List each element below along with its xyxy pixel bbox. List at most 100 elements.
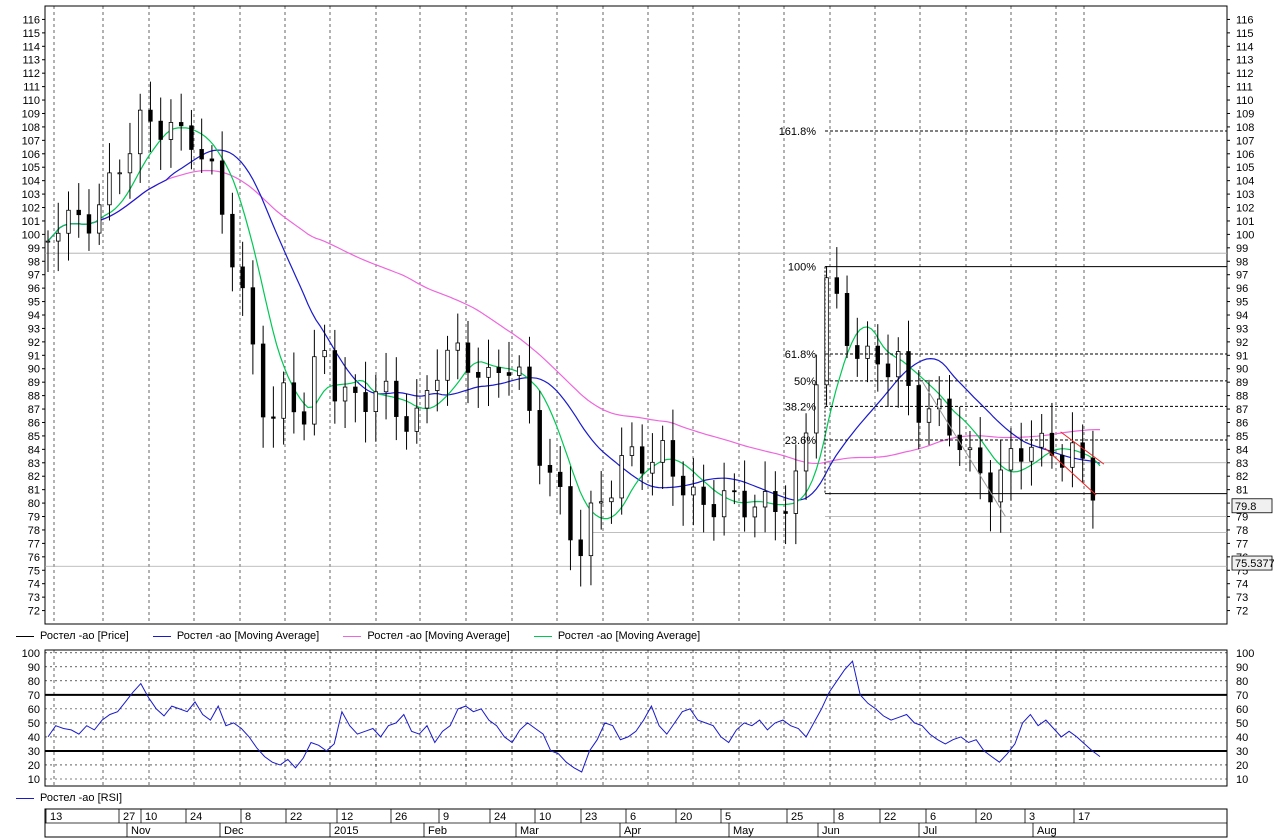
candle-body	[476, 371, 481, 378]
candle-body	[342, 386, 348, 402]
y-tick-label-right: 105	[1236, 162, 1254, 174]
y-tick-label-right: 109	[1236, 108, 1254, 120]
price-plot-area	[44, 5, 1228, 625]
ma-mid-line	[47, 149, 1101, 501]
month-tick-label: Dec	[224, 825, 244, 837]
time-axis: 13 27 10 24 8 22 12 26 9 24 10 23 6 20 5 25 8 22 6 20 3 17 Nov…	[44, 808, 1228, 838]
y-tick-label-right: 73	[1236, 592, 1248, 604]
y-tick-label-right: 110	[1236, 95, 1254, 107]
day-tick-label: 20	[980, 811, 992, 823]
candle-body	[486, 366, 491, 378]
y-tick-label-right: 104	[1236, 176, 1254, 188]
price-y-axis: 7272737374747575767677777878797980808181…	[22, 14, 1255, 617]
rsi-tick-label-right: 70	[1236, 690, 1248, 702]
y-tick-label-right: 88	[1236, 391, 1248, 403]
day-tick-label: 26	[395, 811, 407, 823]
y-tick-label-left: 114	[22, 41, 40, 53]
y-tick-label-right: 77	[1236, 538, 1248, 550]
candle-body	[926, 408, 932, 423]
legend-item-ma-green: Ростел -ао [Moving Average]	[533, 630, 700, 642]
candle-body	[670, 440, 676, 477]
day-tick-label: 8	[245, 811, 251, 823]
candle-body	[701, 486, 706, 505]
candle-body	[168, 122, 174, 140]
y-tick-label-left: 95	[28, 297, 40, 309]
day-tick-label: 5	[725, 811, 731, 823]
candle-body	[465, 342, 471, 373]
candle-body	[97, 204, 102, 234]
candle-body	[260, 343, 266, 418]
candle-body	[455, 342, 460, 351]
price-tag-text: 75.5377	[1235, 558, 1274, 570]
month-tick-label: May	[733, 825, 754, 837]
candle-body	[45, 240, 51, 243]
y-tick-label-right: 84	[1236, 444, 1248, 456]
y-tick-label-right: 101	[1236, 216, 1254, 228]
month-tick-label: Mar	[520, 825, 539, 837]
candle-body	[1070, 442, 1075, 468]
day-tick-label: 22	[884, 811, 896, 823]
y-tick-label-right: 111	[1236, 82, 1253, 94]
y-tick-label-right: 94	[1236, 310, 1248, 322]
y-tick-label-right: 116	[1236, 14, 1254, 26]
rsi-plot-area	[44, 649, 1228, 787]
candle-body	[598, 501, 604, 504]
y-tick-label-left: 107	[22, 135, 40, 147]
candle-body	[978, 447, 983, 474]
legend-item-price: Ростел -ао [Price]	[16, 630, 129, 642]
rsi-tick-label-left: 100	[22, 648, 40, 660]
y-tick-label-left: 105	[22, 162, 40, 174]
candle-body	[967, 447, 973, 451]
y-tick-label-right: 113	[1236, 55, 1254, 67]
y-tick-label-right: 106	[1236, 149, 1254, 161]
legend-item-rsi: Ростел -ао [RSI]	[16, 792, 122, 804]
candle-body	[619, 455, 624, 499]
candle-body	[660, 440, 665, 463]
candle-body	[793, 470, 799, 514]
candle-body	[189, 125, 194, 150]
candle-body	[773, 491, 778, 512]
legend-item-ma-pink: Ростел -ао [Moving Average]	[343, 630, 510, 642]
candle-body	[271, 416, 276, 419]
rsi-line	[47, 660, 1101, 773]
candle-body	[209, 158, 215, 162]
candle-body	[916, 385, 921, 423]
candle-body	[517, 366, 522, 376]
y-tick-label-right: 91	[1236, 350, 1248, 362]
trend-line-red	[1044, 447, 1097, 496]
candle-body	[117, 172, 122, 175]
reference-lines	[45, 252, 1227, 567]
month-tick-label: Apr	[624, 825, 641, 837]
day-tick-label: 13	[50, 811, 62, 823]
candle-body	[834, 277, 840, 294]
y-tick-label-left: 74	[28, 579, 40, 591]
ma-short-line	[47, 127, 1101, 520]
candle-body	[506, 372, 512, 376]
y-tick-label-left: 87	[28, 404, 40, 416]
rsi-tick-label-left: 20	[28, 760, 40, 772]
candle-body	[1029, 446, 1034, 462]
candle-body	[1080, 442, 1085, 459]
candle-body	[732, 490, 737, 493]
day-tick-label: 9	[443, 811, 449, 823]
rsi-tick-label-right: 20	[1236, 760, 1248, 772]
y-tick-label-left: 100	[22, 229, 40, 241]
candle-body	[1049, 432, 1055, 456]
candle-body	[332, 350, 338, 402]
y-tick-label-right: 90	[1236, 364, 1248, 376]
candle-body	[568, 486, 573, 541]
y-tick-label-left: 94	[28, 310, 40, 322]
candle-body	[445, 349, 450, 381]
day-tick-label: 24	[190, 811, 202, 823]
y-tick-label-left: 96	[28, 283, 40, 295]
candle-body	[66, 209, 71, 234]
candle-body	[609, 497, 614, 503]
last-price-tag: 79.8	[1231, 498, 1273, 514]
day-tick-label: 6	[930, 811, 936, 823]
candle-body	[947, 398, 952, 436]
day-tick-label: 12	[341, 811, 353, 823]
y-tick-label-right: 89	[1236, 377, 1248, 389]
candle-body	[363, 392, 368, 412]
y-tick-label-left: 88	[28, 391, 40, 403]
